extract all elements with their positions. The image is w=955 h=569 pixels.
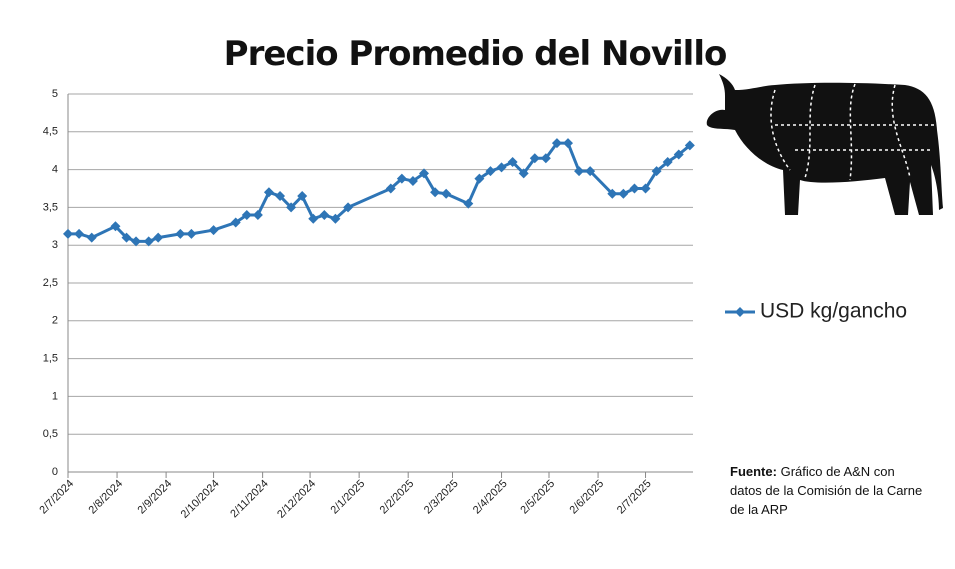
data-point	[63, 228, 73, 239]
y-tick-label: 5	[52, 88, 58, 100]
data-point	[241, 209, 252, 220]
data-point	[153, 232, 164, 243]
data-point	[407, 175, 418, 186]
data-point	[330, 213, 341, 224]
x-tick-label: 2/8/2024	[86, 478, 125, 517]
y-tick-label: 0,5	[43, 428, 58, 440]
data-point	[496, 162, 507, 173]
data-point	[673, 149, 684, 160]
legend-label: USD kg/gancho	[760, 300, 907, 323]
x-tick-label: 2/4/2025	[471, 478, 510, 517]
x-tick-label: 2/1/2025	[329, 478, 368, 517]
source-label: Fuente:	[730, 464, 777, 479]
legend-marker	[735, 307, 745, 317]
y-tick-label: 4	[52, 164, 58, 176]
data-point	[275, 191, 286, 202]
data-point	[540, 153, 551, 164]
x-tick-label: 2/10/2024	[179, 478, 222, 521]
y-tick-label: 1	[52, 390, 58, 402]
data-point	[121, 232, 132, 243]
data-point	[286, 202, 297, 213]
data-point	[618, 188, 629, 199]
data-point	[563, 138, 573, 149]
data-point	[662, 157, 673, 168]
data-point	[110, 221, 121, 232]
data-point	[74, 228, 85, 239]
data-point	[463, 198, 474, 209]
data-point	[419, 168, 430, 179]
data-point	[343, 202, 354, 213]
data-point	[131, 236, 142, 247]
data-point	[518, 168, 529, 179]
data-point	[430, 187, 441, 198]
data-point	[186, 228, 197, 239]
x-tick-label: 2/11/2024	[228, 478, 271, 521]
x-tick-label: 2/7/2024	[37, 478, 76, 517]
source-note: Fuente: Gráfico de A&N con datos de la C…	[730, 462, 925, 519]
y-tick-label: 4,5	[43, 126, 58, 138]
data-point	[651, 166, 662, 177]
x-tick-label: 2/7/2025	[615, 478, 654, 517]
data-point	[319, 209, 330, 220]
cow-illustration	[706, 74, 943, 215]
data-point	[252, 209, 263, 220]
data-point	[86, 232, 97, 243]
data-point	[230, 217, 241, 228]
data-point	[175, 228, 186, 239]
x-tick-label: 2/2/2025	[378, 478, 417, 517]
data-point	[485, 166, 496, 177]
data-point	[308, 213, 319, 224]
data-point	[441, 188, 452, 199]
data-point	[297, 191, 308, 202]
data-point	[507, 157, 518, 168]
y-tick-label: 3	[52, 239, 58, 251]
data-point	[396, 173, 407, 184]
data-point	[529, 153, 540, 164]
x-tick-label: 2/5/2025	[518, 478, 557, 517]
data-point	[143, 236, 154, 247]
data-point	[208, 225, 219, 236]
data-point	[607, 188, 618, 199]
y-tick-label: 2,5	[43, 277, 58, 289]
data-point	[640, 183, 651, 194]
data-point	[684, 140, 695, 151]
y-tick-label: 0	[52, 466, 58, 478]
source-text: Gráfico de A&N con datos de la Comisión …	[730, 464, 923, 517]
x-tick-label: 2/3/2025	[422, 478, 461, 517]
y-tick-label: 2	[52, 315, 58, 327]
data-point	[585, 166, 596, 177]
y-tick-label: 1,5	[43, 353, 58, 365]
data-point	[629, 183, 640, 194]
x-tick-label: 2/12/2024	[275, 478, 318, 521]
x-tick-label: 2/9/2024	[136, 478, 175, 517]
series-line	[68, 141, 691, 243]
data-point	[385, 183, 396, 194]
y-tick-label: 3,5	[43, 201, 58, 213]
data-point	[551, 138, 562, 149]
data-point	[474, 173, 485, 184]
data-point	[263, 187, 274, 198]
chart-title: Precio Promedio del Novillo	[223, 34, 728, 74]
x-tick-label: 2/6/2025	[567, 478, 606, 517]
data-point	[574, 166, 585, 177]
